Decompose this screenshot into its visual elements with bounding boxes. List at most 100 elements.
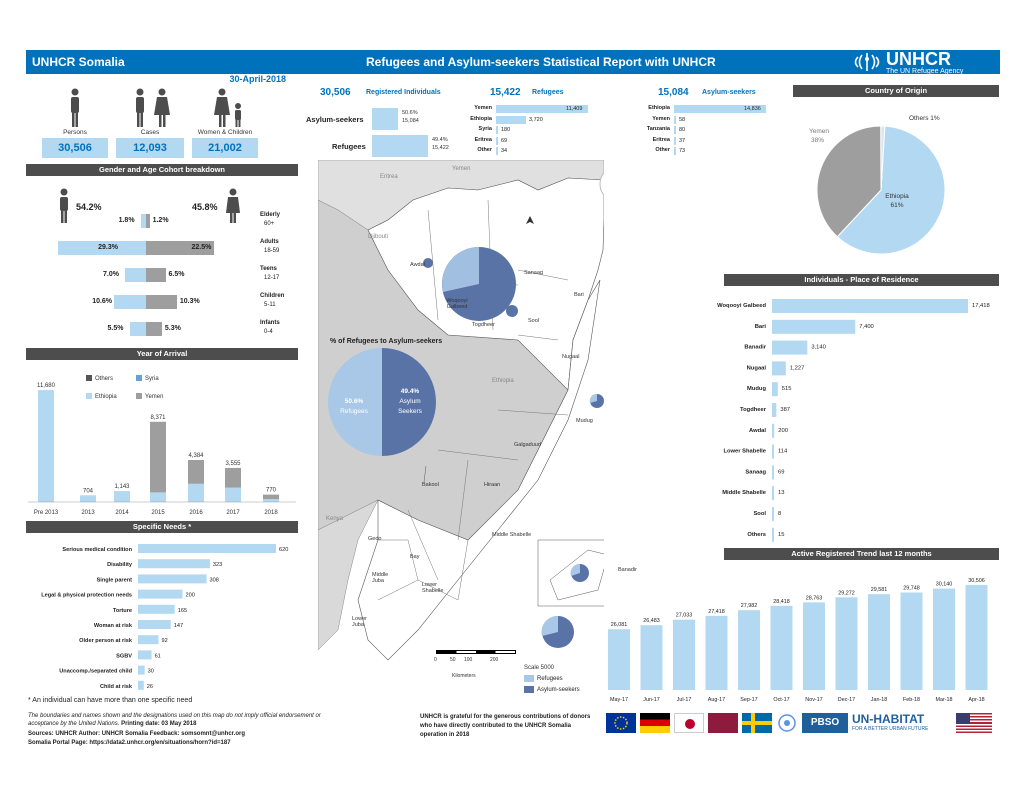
female-pct-value: 22.5% [191,244,212,251]
map-country-label: Yemen [452,166,471,172]
kpi-label: Persons [63,129,87,136]
page-subtitle: UNHCR Somalia [32,55,125,69]
legend-label: Ethiopia [95,394,117,400]
arrival-category-label: 2014 [115,510,129,516]
origin-country: Tanzania [646,126,670,132]
trend-category: Feb-18 [903,697,920,703]
male-pct: 54.2% [76,202,102,212]
need-value: 147 [174,623,183,629]
residence-value: 69 [778,469,784,475]
male-bar [129,322,146,336]
arrival-bar-segment [188,459,204,484]
arrival-category-label: 2017 [226,510,240,516]
need-label: Single parent [97,577,133,583]
legend-swatch [524,686,534,693]
asylum-row-label: Asylum-seekers [306,115,364,124]
person-icon [71,88,79,127]
trend-section-header: Active Registered Trend last 12 months [724,548,999,560]
trend-bar [608,629,630,690]
origin-pie-slice [880,125,886,191]
need-value: 620 [279,547,288,553]
arrival-category-label: Pre 2013 [34,510,59,516]
need-label: Unaccomp./separated child [59,669,132,675]
arrival-bar-segment [150,492,166,502]
kpi-value: 30,506 [42,138,108,158]
map-region-label: Banadir [618,567,637,573]
need-value: 308 [210,577,219,583]
residence-bar [772,403,777,417]
trend-bar [933,588,955,690]
trend-bar [965,584,988,690]
arrival-category-label: 2016 [189,510,203,516]
female-bar [146,241,214,255]
refugees-row-label: Refugees [332,142,366,151]
footer-portal[interactable]: Somalia Portal Page: https://data2.unhcr… [28,740,231,746]
scale-unit: Kilometers [452,673,476,679]
trend-bar [705,615,728,690]
residence-chart: Woqooyi Galbeed 17,418 Bari 7,400 Banadir 3,1… [717,299,990,542]
male-icon [60,188,68,223]
origin-country: Syria [478,126,492,132]
male-pct-value: 29.3% [98,244,118,251]
origin-bar [496,136,498,145]
origin-bar [674,147,676,155]
origin-bar [496,105,588,113]
arrival-category-label: 2015 [151,510,165,516]
map-country-label: Eritrea [380,174,398,180]
residence-label: Banadir [744,345,766,351]
footer-thanks: UNHCR is grateful for the generous contr… [420,714,591,738]
map-region-label: Nugaal [562,354,580,360]
map-region-label: Lower Juba [352,616,367,628]
origin-value: 69 [501,137,508,144]
asylum-origin-chart: Ethiopia 14,836 Yemen 58 Tanzania 80 Eritrea 37… [636,105,776,163]
legend-refugees: Refugees [524,675,563,682]
refugees-bar [372,135,428,157]
origin-value: 11,409 [566,106,583,112]
origin-country: Yemen [652,115,670,122]
residence-label: Woqooyi Galbeed [717,303,766,309]
trend-value: 26,081 [611,622,628,628]
origin-value: 37 [679,137,686,144]
male-bar [114,295,146,309]
map-region-label: Bari [574,292,584,298]
female-pct-value: 6.5% [168,271,185,278]
origin-bar [674,136,676,145]
germany-flag-icon [640,713,670,733]
age-range: 0-4 [264,329,273,335]
disclaimer-text: The boundaries and names shown and the d… [28,713,321,727]
asylum-total-label: Asylum-seekers [702,89,756,96]
arrival-legend-item: Syria [136,375,159,382]
female-pct-value: 10.3% [179,298,200,305]
origin-value: 180 [501,127,511,133]
arrival-bar-segment [38,390,54,502]
origin-pie-slice [836,125,946,255]
footer-disclaimer: The boundaries and names shown and the d… [28,713,328,728]
donor-logos: PBSO UN-HABITAT FOR A BETTER URBAN FUTURE [606,713,998,737]
need-bar [138,574,207,584]
arrival-total-label: 3,555 [225,461,241,467]
trend-bar [900,592,923,690]
need-value: 92 [161,638,167,644]
trend-value: 29,748 [903,586,920,592]
unhcr-emblem-icon [854,53,880,71]
legend-label: Syria [145,376,159,382]
pie-label: Yemen [809,128,829,135]
kpi-label: Cases [140,129,160,136]
gender-pyramid: 1.8% 1.2% Elderly 60+ 29.3% 22.5% Adults 18-59 7… [26,208,298,344]
arrival-bar-segment [263,494,279,500]
trend-bar [770,605,793,690]
registered-summary: 30,506 Registered Individuals 15,422 Ref… [306,85,798,165]
ratio-refugees-pct: 50.6% [344,398,364,405]
residence-value: 17,418 [972,303,990,309]
female-pct-value: 5.3% [164,325,181,332]
refugees-total: 15,422 [490,87,521,98]
need-label: Woman at risk [94,623,133,629]
need-bar [138,589,183,599]
need-bar [138,680,144,690]
male-pct-value: 1.8% [118,217,135,224]
legend-label: Yemen [145,394,163,400]
scale-tick: 0 [434,657,437,663]
legend-asylum: Asylum-seekers [524,686,580,693]
needs-footnote: * An individual can have more than one s… [28,697,193,704]
residence-bar [772,319,856,334]
